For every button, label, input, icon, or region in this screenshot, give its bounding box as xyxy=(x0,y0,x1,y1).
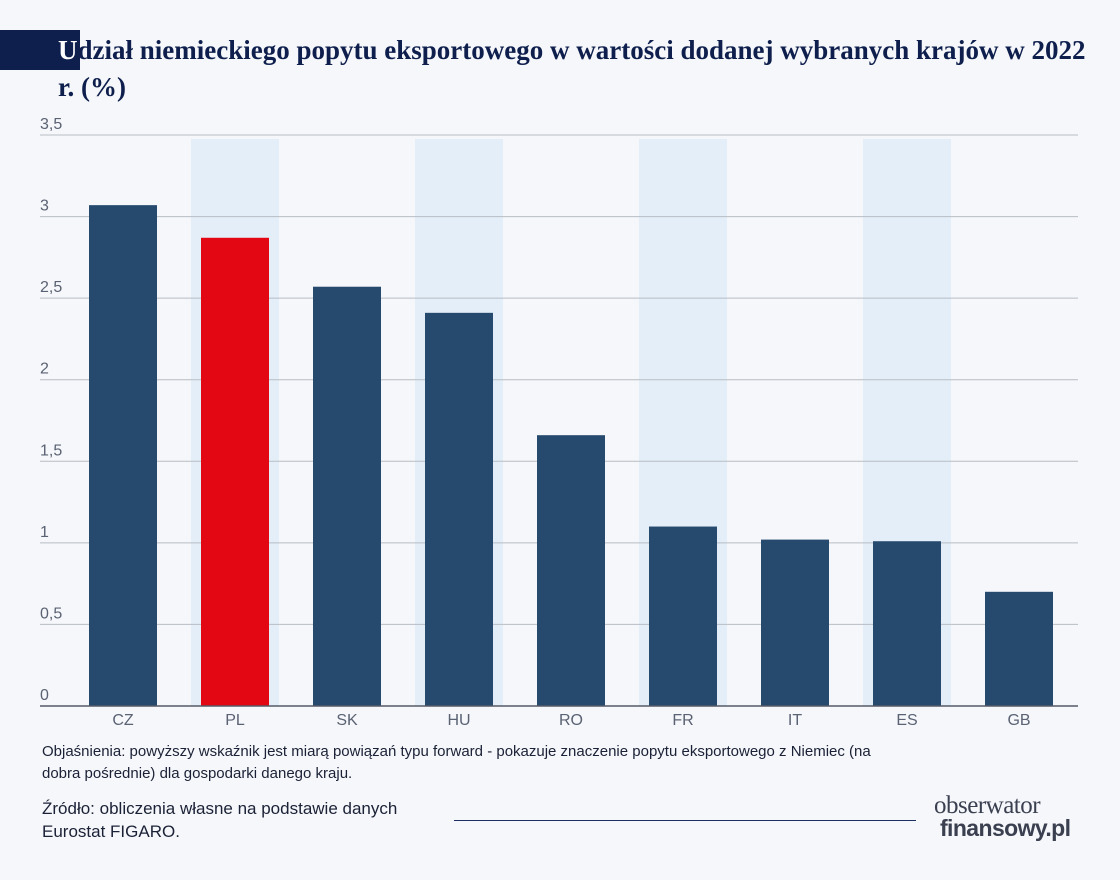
bar-sk xyxy=(313,286,381,706)
explanation-note: Objaśnienia: powyższy wskaźnik jest miar… xyxy=(42,743,871,782)
chart-title-text: dział niemieckiego popytu eksportowego w… xyxy=(58,35,1086,102)
y-tick-label: 1 xyxy=(40,524,49,541)
y-tick-label: 3 xyxy=(40,198,49,215)
bar-cz xyxy=(89,205,157,706)
x-tick-label: PL xyxy=(225,712,245,729)
logo-line-1: obserwator xyxy=(934,792,1041,819)
x-tick-label: FR xyxy=(672,712,693,729)
bar-hu xyxy=(425,312,493,706)
bar-fr xyxy=(649,526,717,706)
x-tick-label: IT xyxy=(788,712,802,729)
bar-it xyxy=(761,539,829,706)
y-tick-label: 3,5 xyxy=(40,116,62,133)
bar-chart: 0 0,5 1 1,5 2 2,5 3 3,5 CZ PL SK HU RO FR IT ES GB xyxy=(40,116,1078,729)
x-tick-label: ES xyxy=(896,712,917,729)
title-accent-bar xyxy=(0,30,80,70)
x-tick-label: CZ xyxy=(112,712,134,729)
y-tick-label: 2,5 xyxy=(40,279,62,296)
x-tick-label: RO xyxy=(559,712,583,729)
bars xyxy=(89,205,1053,706)
y-tick-label: 2 xyxy=(40,361,49,378)
y-tick-label: 0,5 xyxy=(40,605,62,622)
logo-line-2: finansowy.pl xyxy=(940,815,1071,841)
y-tick-label: 1,5 xyxy=(40,442,62,459)
bar-es xyxy=(873,541,941,706)
chart-title: Udział niemieckiego popytu eksportowego … xyxy=(58,32,1098,106)
bar-gb xyxy=(985,591,1053,706)
source-note: Źródło: obliczenia własne na podstawie d… xyxy=(42,799,398,841)
x-tick-label: SK xyxy=(336,712,358,729)
x-tick-label: HU xyxy=(447,712,470,729)
bar-ro xyxy=(537,435,605,706)
y-axis-ticks: 0 0,5 1 1,5 2 2,5 3 3,5 xyxy=(40,116,62,704)
brand-logo: obserwator finansowy.pl xyxy=(934,792,1074,841)
y-tick-label: 0 xyxy=(40,687,49,704)
x-axis-ticks: CZ PL SK HU RO FR IT ES GB xyxy=(112,712,1030,729)
bar-pl xyxy=(201,237,269,706)
footer-divider xyxy=(454,820,916,821)
chart-title-initial: U xyxy=(58,35,78,65)
x-tick-label: GB xyxy=(1007,712,1030,729)
